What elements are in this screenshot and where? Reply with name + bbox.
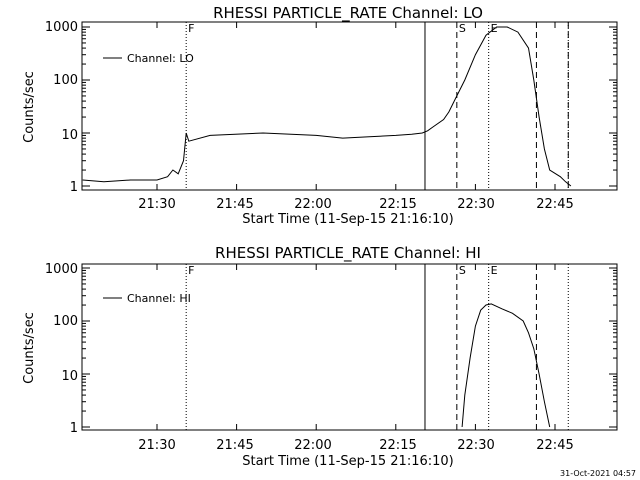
plot-frame (81, 21, 618, 191)
y-tick-label: 100 (53, 314, 78, 329)
y-tick-label: 1 (70, 180, 78, 195)
y-tick-label: 1000 (45, 20, 78, 35)
y-tick-label: 1000 (45, 262, 78, 277)
series-group (82, 26, 572, 187)
chart-title: RHESSI PARTICLE_RATE Channel: LO (213, 4, 483, 23)
x-tick-label: 21:30 (138, 438, 175, 453)
x-tick-label: 21:45 (216, 197, 253, 212)
x-axis-label: Start Time (11-Sep-15 21:16:10) (242, 212, 453, 227)
y-tick-label: 10 (61, 128, 78, 143)
y-tick-label: 100 (53, 73, 78, 88)
legend-entry: Channel: HI (127, 292, 191, 305)
axis-tick-marks (82, 22, 617, 190)
chart-title: RHESSI PARTICLE_RATE Channel: HI (215, 244, 481, 263)
event-marker-label: S (459, 264, 466, 277)
legend: Channel: HI (103, 292, 191, 305)
x-tick-label: 22:30 (457, 197, 494, 212)
x-axis-label: Start Time (11-Sep-15 21:16:10) (242, 454, 453, 469)
y-axis-label: Counts/sec (22, 71, 37, 143)
x-tick-label: 21:45 (216, 438, 253, 453)
x-tick-label: 22:00 (294, 197, 331, 212)
axis-tick-marks (82, 264, 617, 430)
series-line (82, 26, 572, 187)
y-ticks: 1000 100 10 1 (45, 20, 78, 195)
x-ticks: 21:30 21:45 22:00 22:15 22:30 22:45 (138, 438, 573, 453)
event-marker-label: F (188, 264, 194, 277)
y-tick-label: 1 (70, 421, 78, 436)
series-group (461, 303, 551, 428)
event-marker-label: S (459, 22, 466, 35)
legend: Channel: LO (103, 52, 194, 65)
x-tick-label: 22:30 (457, 438, 494, 453)
x-tick-label: 22:15 (379, 197, 416, 212)
x-tick-label: 21:30 (138, 197, 175, 212)
x-tick-label: 22:45 (536, 197, 573, 212)
x-tick-label: 22:45 (536, 438, 573, 453)
timestamp: 31-Oct-2021 04:57 (560, 469, 636, 478)
event-marker-label: E (491, 264, 498, 277)
x-tick-label: 22:15 (379, 438, 416, 453)
y-ticks: 1000 100 10 1 (45, 262, 78, 436)
chart-panel-hi: RHESSI PARTICLE_RATE Channel: HI Counts/… (22, 244, 618, 469)
y-tick-label: 10 (61, 369, 78, 384)
plot-frame (81, 263, 618, 431)
legend-entry: Channel: LO (127, 52, 194, 65)
event-marker-label: F (188, 22, 194, 35)
chart-panel-lo: RHESSI PARTICLE_RATE Channel: LO Counts/… (22, 4, 618, 227)
x-tick-label: 22:00 (294, 438, 331, 453)
y-axis-label: Counts/sec (22, 312, 37, 384)
series-line (461, 303, 551, 428)
x-ticks: 21:30 21:45 22:00 22:15 22:30 22:45 (138, 197, 573, 212)
